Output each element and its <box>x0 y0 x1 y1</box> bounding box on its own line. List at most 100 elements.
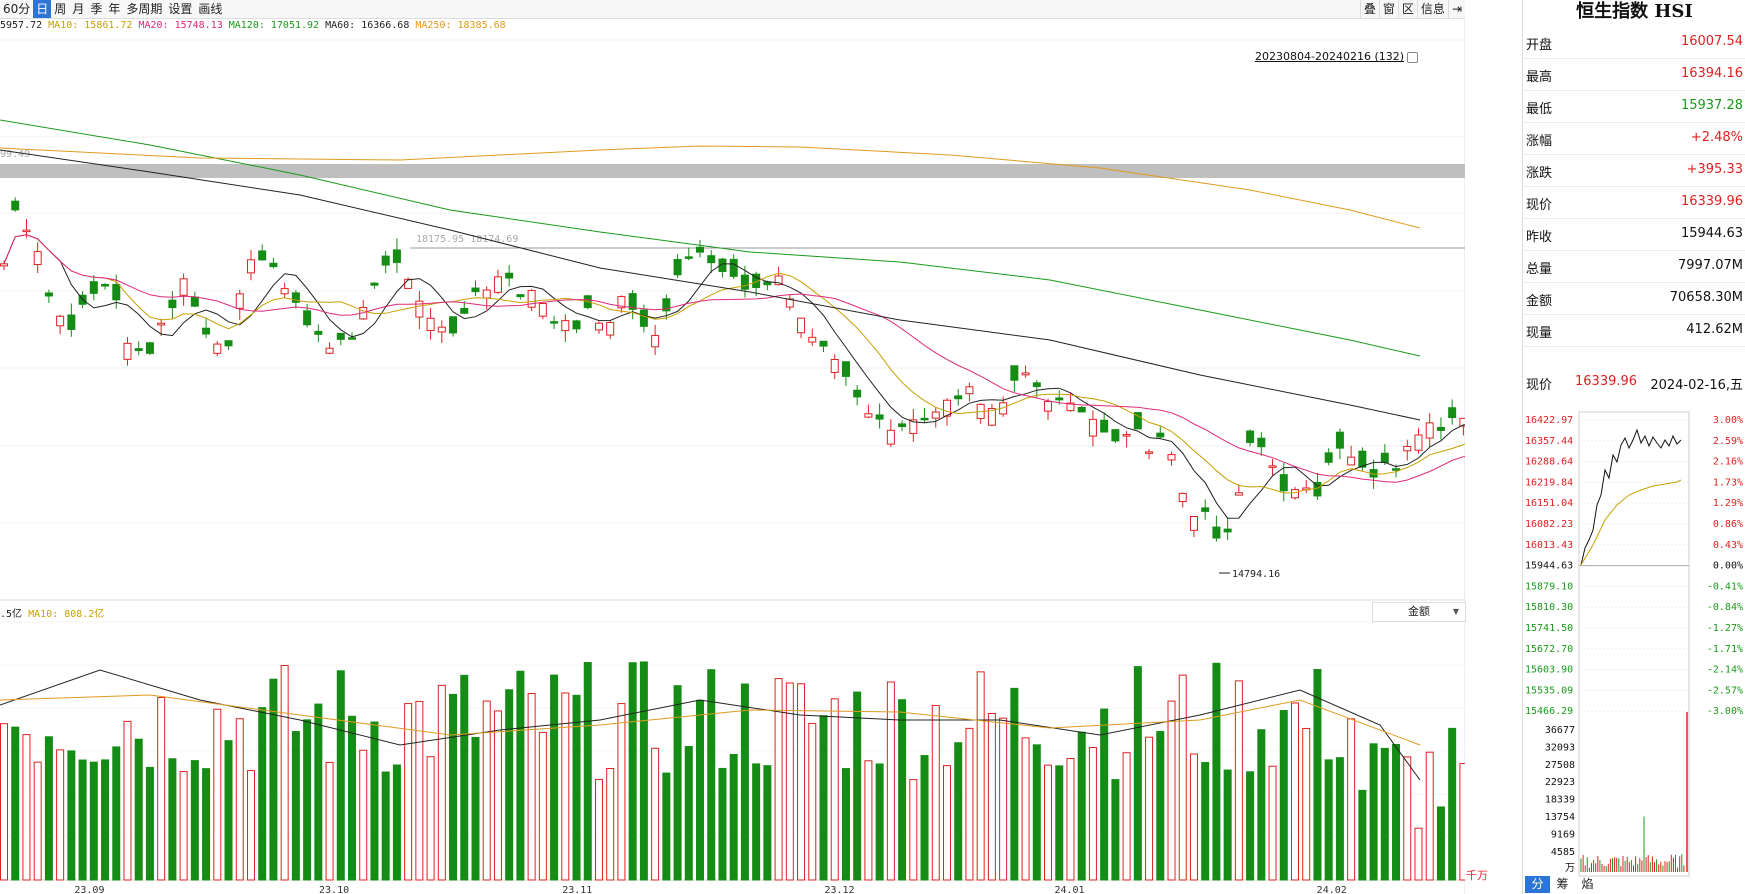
candle <box>460 307 469 314</box>
volume-bar <box>437 684 446 881</box>
candle <box>1257 437 1266 448</box>
volume-type-select[interactable]: 金额 ▼ <box>1372 602 1466 622</box>
period-tab-7[interactable]: 设置 <box>168 2 193 16</box>
volume-bar <box>1290 702 1299 881</box>
volume-bar <box>718 767 727 881</box>
volume-bar <box>830 698 839 881</box>
volume-bar <box>942 765 951 881</box>
candle <box>797 317 806 334</box>
mini-right-axis-label: -0.84% <box>1707 602 1743 613</box>
toolbar-tool-2[interactable]: 区 <box>1397 0 1417 18</box>
volume-bar <box>67 750 76 881</box>
volume-bar <box>740 683 749 881</box>
volume-bar <box>78 759 87 881</box>
volume-bar <box>1223 769 1232 881</box>
candle <box>213 343 222 354</box>
sidebar-tab-0[interactable]: 分 <box>1525 876 1550 893</box>
candle <box>594 322 603 331</box>
candle <box>1100 419 1109 433</box>
volume-bar <box>1055 765 1064 881</box>
volume-bar <box>1021 737 1030 881</box>
candle <box>67 314 76 330</box>
volume-bar <box>1145 736 1154 881</box>
candle <box>44 292 53 297</box>
date-axis-label: 23.10 <box>319 885 349 894</box>
candle <box>987 408 996 426</box>
mini-right-axis-label: 3.00% <box>1713 415 1743 426</box>
volume-bar <box>1032 744 1041 881</box>
candle <box>89 281 98 294</box>
mini-left-axis-label: 15944.63 <box>1525 561 1573 572</box>
volume-bar <box>11 726 20 881</box>
quote-value: 16007.54 <box>1680 34 1743 49</box>
candle <box>1167 454 1176 461</box>
period-tab-1[interactable]: 日 <box>33 0 52 18</box>
period-tab-3[interactable]: 月 <box>72 2 85 16</box>
now-label: 现价 <box>1526 378 1553 393</box>
candle <box>168 299 177 309</box>
volume-bar <box>999 717 1008 881</box>
volume-bar <box>875 763 884 881</box>
candle <box>1122 434 1131 437</box>
mini-right-axis-label: 2.59% <box>1713 436 1743 447</box>
quote-label: 现价 <box>1526 198 1553 213</box>
mini-left-axis-label: 15810.30 <box>1525 602 1573 613</box>
candle <box>1021 372 1030 376</box>
quote-value: 16339.96 <box>1680 194 1743 209</box>
volume-bar <box>1335 757 1344 881</box>
quote-value: 412.62M <box>1686 322 1743 337</box>
candle <box>550 321 559 324</box>
period-tab-0[interactable]: 60分 <box>3 2 31 16</box>
date-axis-label: 23.09 <box>74 885 104 894</box>
volume-bar <box>325 761 334 881</box>
volume-bar <box>662 772 671 881</box>
toolbar-tool-1[interactable]: 窗 <box>1378 0 1398 18</box>
now-date: 2024-02-16,五 <box>1650 378 1743 393</box>
date-range-text: 20230804-20240216 (132) <box>1255 50 1405 63</box>
candle <box>628 293 637 310</box>
sidebar-tab-1[interactable]: 筹 <box>1556 877 1569 891</box>
volume-legend-ma10: MA10: 808.2亿 <box>28 609 105 620</box>
price-band <box>0 164 1465 178</box>
volume-bar <box>639 661 648 881</box>
candle <box>471 287 480 293</box>
period-tab-4[interactable]: 季 <box>90 2 103 16</box>
sidebar-tab-2[interactable]: 焰 <box>1581 877 1594 891</box>
volume-bar <box>235 718 244 881</box>
period-tab-6[interactable]: 多周期 <box>126 2 163 16</box>
candle <box>258 250 267 261</box>
quote-label: 最高 <box>1526 70 1553 85</box>
mini-left-axis-label: 16013.43 <box>1525 540 1573 551</box>
candle <box>392 249 401 263</box>
volume-bar <box>628 662 637 881</box>
volume-bar <box>145 766 154 881</box>
toolbar-tool-0[interactable]: 叠 <box>1359 0 1379 18</box>
candle <box>123 342 132 360</box>
period-tab-5[interactable]: 年 <box>108 2 121 16</box>
volume-bar <box>1313 669 1322 881</box>
mini-vol-axis-label: 9169 <box>1551 829 1575 840</box>
volume-bar <box>134 738 143 881</box>
candle <box>729 258 738 277</box>
volume-bar <box>482 700 491 881</box>
mini-left-axis-label: 16082.23 <box>1525 519 1573 530</box>
period-tab-8[interactable]: 画线 <box>198 2 223 16</box>
mini-right-axis-label: 1.29% <box>1713 498 1743 509</box>
candle <box>1055 397 1064 401</box>
candle <box>1077 406 1086 413</box>
quote-label: 涨幅 <box>1526 134 1553 149</box>
candle <box>1010 365 1019 381</box>
date-range-label[interactable]: 20230804-20240216 (132) <box>1255 50 1419 63</box>
toolbar-tool-4[interactable]: ⇥ <box>1447 0 1465 18</box>
volume-bar <box>471 736 480 881</box>
toolbar-tool-3[interactable]: 信息 <box>1416 0 1448 18</box>
mini-right-axis-label: -2.14% <box>1707 665 1743 676</box>
candle <box>740 274 749 290</box>
volume-bar <box>44 736 53 881</box>
candle <box>179 278 188 296</box>
period-tab-2[interactable]: 周 <box>54 2 67 16</box>
candle <box>830 358 839 373</box>
mini-left-axis-label: 16219.84 <box>1525 477 1573 488</box>
volume-bar <box>785 682 794 881</box>
lock-icon[interactable] <box>1407 51 1419 63</box>
